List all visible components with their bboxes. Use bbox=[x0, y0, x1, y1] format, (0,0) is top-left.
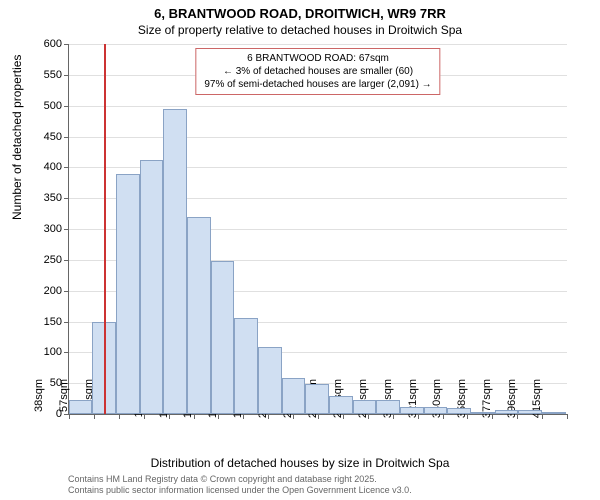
y-tick-label: 250 bbox=[22, 254, 62, 266]
y-tick-label: 400 bbox=[22, 161, 62, 173]
chart-container: 6, BRANTWOOD ROAD, DROITWICH, WR9 7RR Si… bbox=[0, 0, 600, 500]
histogram-bar bbox=[329, 396, 353, 415]
histogram-bar bbox=[140, 160, 163, 414]
x-axis-label: Distribution of detached houses by size … bbox=[0, 456, 600, 470]
annotation-line2: ← 3% of detached houses are smaller (60) bbox=[204, 65, 431, 78]
footer: Contains HM Land Registry data © Crown c… bbox=[68, 474, 412, 496]
annotation-box: 6 BRANTWOOD ROAD: 67sqm ← 3% of detached… bbox=[195, 48, 440, 95]
annotation-line1: 6 BRANTWOOD ROAD: 67sqm bbox=[204, 52, 431, 65]
histogram-bar bbox=[234, 318, 258, 414]
y-tick-label: 550 bbox=[22, 69, 62, 81]
y-tick-label: 200 bbox=[22, 285, 62, 297]
histogram-bar bbox=[187, 217, 211, 414]
y-tick-mark bbox=[64, 44, 69, 45]
histogram-bar bbox=[376, 400, 400, 414]
histogram-bar bbox=[258, 347, 282, 414]
chart-title: 6, BRANTWOOD ROAD, DROITWICH, WR9 7RR bbox=[0, 0, 600, 22]
y-tick-label: 150 bbox=[22, 316, 62, 328]
chart-subtitle: Size of property relative to detached ho… bbox=[0, 22, 600, 37]
y-tick-label: 500 bbox=[22, 100, 62, 112]
y-tick-mark bbox=[64, 260, 69, 261]
grid-line bbox=[69, 137, 567, 138]
histogram-bar bbox=[495, 410, 518, 414]
histogram-bar bbox=[163, 109, 187, 414]
histogram-bar bbox=[400, 407, 424, 414]
histogram-bar bbox=[471, 412, 495, 414]
y-tick-mark bbox=[64, 75, 69, 76]
y-tick-mark bbox=[64, 229, 69, 230]
x-tick-label: 38sqm bbox=[33, 379, 45, 419]
y-tick-label: 300 bbox=[22, 223, 62, 235]
histogram-bar bbox=[211, 261, 234, 414]
y-tick-mark bbox=[64, 322, 69, 323]
marker-line bbox=[104, 44, 106, 414]
grid-line bbox=[69, 44, 567, 45]
footer-line1: Contains HM Land Registry data © Crown c… bbox=[68, 474, 412, 485]
y-tick-mark bbox=[64, 291, 69, 292]
y-tick-label: 450 bbox=[22, 131, 62, 143]
histogram-bar bbox=[542, 412, 566, 414]
x-tick-mark bbox=[567, 414, 568, 419]
histogram-bar bbox=[353, 400, 376, 414]
chart-area: 6 BRANTWOOD ROAD: 67sqm ← 3% of detached… bbox=[68, 44, 566, 414]
y-tick-mark bbox=[64, 167, 69, 168]
y-tick-label: 600 bbox=[22, 38, 62, 50]
y-tick-mark bbox=[64, 352, 69, 353]
histogram-bar bbox=[116, 174, 140, 415]
annotation-line3: 97% of semi-detached houses are larger (… bbox=[204, 78, 431, 91]
histogram-bar bbox=[282, 378, 305, 414]
y-tick-mark bbox=[64, 106, 69, 107]
y-tick-label: 100 bbox=[22, 346, 62, 358]
histogram-bar bbox=[424, 407, 447, 414]
histogram-bar bbox=[69, 400, 92, 414]
footer-line2: Contains public sector information licen… bbox=[68, 485, 412, 496]
y-tick-mark bbox=[64, 198, 69, 199]
plot-area: 6 BRANTWOOD ROAD: 67sqm ← 3% of detached… bbox=[68, 44, 567, 415]
y-tick-label: 350 bbox=[22, 192, 62, 204]
histogram-bar bbox=[518, 410, 542, 414]
histogram-bar bbox=[447, 408, 471, 414]
grid-line bbox=[69, 106, 567, 107]
y-tick-mark bbox=[64, 137, 69, 138]
histogram-bar bbox=[305, 384, 329, 414]
